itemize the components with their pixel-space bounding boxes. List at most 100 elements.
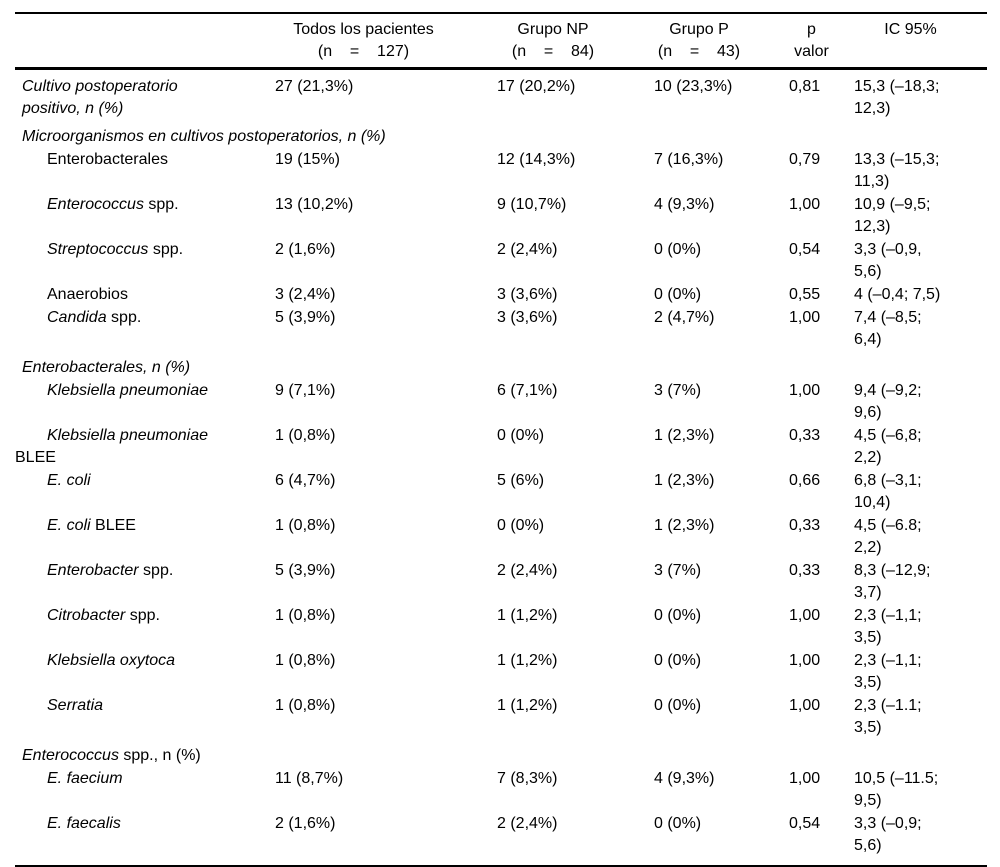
label-text: spp., n (%)	[118, 747, 201, 764]
header-todos-line2: (n = 127)	[317, 43, 410, 60]
cell-todos-los-pacientes: 1 (0,8%)	[275, 517, 336, 534]
header-p-valor-line1: p valor	[794, 21, 829, 60]
label-text: spp.	[138, 562, 174, 579]
cell-ic-95: 3,3 (–0,9, 5,6)	[854, 241, 922, 280]
table-row: Streptococcus spp. 2 (1,6%) 2 (2,4%) 0 (0%)…	[15, 239, 987, 284]
cell-ic-95: 2,3 (–1,1; 3,5)	[854, 652, 922, 691]
table-row: Enterococcus spp. 13 (10,2%) 9 (10,7%) 4 (9…	[15, 194, 987, 239]
label-text-italic: Enterococcus	[47, 196, 144, 213]
cell-todos-los-pacientes: 3 (2,4%)	[275, 286, 336, 303]
cell-p-valor: 1,00	[789, 196, 821, 213]
cell-p-valor: 1,00	[789, 382, 821, 399]
cell-ic-95: 4,5 (–6,8; 2,2)	[854, 427, 922, 466]
label-text: Enterobacterales	[47, 151, 168, 168]
cell-p-valor: 0,66	[789, 472, 821, 489]
row-label: Enterobacter spp.	[15, 560, 275, 605]
row-label: Streptococcus spp.	[15, 239, 275, 284]
row-label: E. coli BLEE	[15, 515, 275, 560]
cell-todos-los-pacientes: 1 (0,8%)	[275, 652, 336, 669]
table-row: E. coli 6 (4,7%) 5 (6%) 1 (2,3%) 0,66 6,8 (–3…	[15, 470, 987, 515]
cell-todos-los-pacientes: 2 (1,6%)	[275, 815, 336, 832]
table-row: Candida spp. 5 (3,9%) 3 (3,6%) 2 (4,7%) 1,00…	[15, 307, 987, 352]
header-ic-95: IC 95%	[854, 13, 987, 70]
cell-p-valor: 0,79	[789, 151, 821, 168]
header-todos-line1: Todos los pacientes	[293, 21, 434, 38]
cell-p-valor: 1,00	[789, 770, 821, 787]
cell-grupo-np: 2 (2,4%)	[497, 241, 558, 258]
section-label: Enterobacterales, n (%)	[15, 352, 987, 380]
header-p-valor: p valor	[789, 13, 854, 70]
cell-grupo-p: 0 (0%)	[654, 697, 702, 714]
header-grupo-np-line2: (n = 84)	[511, 43, 595, 60]
label-text-italic: positivo, n (%)	[22, 100, 124, 117]
label-text-italic: Klebsiella pneumoniae	[47, 382, 208, 399]
table-row: Serratia 1 (0,8%) 1 (1,2%) 0 (0%) 1,00 2,3 (–…	[15, 695, 987, 740]
cell-ic-95: 3,3 (–0,9; 5,6)	[854, 815, 922, 854]
cell-todos-los-pacientes: 13 (10,2%)	[275, 196, 354, 213]
row-label: E. coli	[15, 470, 275, 515]
table-row: Anaerobios 3 (2,4%) 3 (3,6%) 0 (0%) 0,55 4 (–…	[15, 284, 987, 307]
label-text-italic: Klebsiella oxytoca	[47, 652, 176, 669]
cell-p-valor: 0,54	[789, 815, 821, 832]
label-text-italic: Microorganismos en cultivos postoperator…	[22, 128, 386, 145]
cell-grupo-np: 1 (1,2%)	[497, 607, 558, 624]
cell-grupo-p: 3 (7%)	[654, 382, 702, 399]
cell-todos-los-pacientes: 9 (7,1%)	[275, 382, 336, 399]
cell-grupo-p: 0 (0%)	[654, 286, 702, 303]
header-row: Todos los pacientes (n = 127) Grupo NP (…	[15, 13, 987, 70]
row-label: Enterococcus spp.	[15, 194, 275, 239]
section-label: Enterococcus spp., n (%)	[15, 740, 987, 768]
cell-p-valor: 1,00	[789, 697, 821, 714]
table-row: Enterobacter spp. 5 (3,9%) 2 (2,4%) 3 (7%) 0…	[15, 560, 987, 605]
cell-grupo-np: 2 (2,4%)	[497, 562, 558, 579]
cell-ic-95: 9,4 (–9,2; 9,6)	[854, 382, 922, 421]
label-text: BLEE	[15, 449, 56, 466]
cell-p-valor: 0,33	[789, 562, 821, 579]
cell-grupo-np: 17 (20,2%)	[497, 78, 576, 95]
cell-todos-los-pacientes: 1 (0,8%)	[275, 697, 336, 714]
row-label: Citrobacter spp.	[15, 605, 275, 650]
results-table: Todos los pacientes (n = 127) Grupo NP (…	[15, 12, 987, 867]
label-text-italic: Enterococcus	[22, 747, 119, 764]
cell-grupo-p: 0 (0%)	[654, 815, 702, 832]
section-row: Microorganismos en cultivos postoperator…	[15, 121, 987, 149]
cell-todos-los-pacientes: 27 (21,3%)	[275, 78, 354, 95]
label-text: BLEE	[90, 517, 136, 534]
table-header: Todos los pacientes (n = 127) Grupo NP (…	[15, 13, 987, 70]
cell-grupo-p: 4 (9,3%)	[654, 196, 715, 213]
header-grupo-p: Grupo P (n = 43)	[654, 13, 789, 70]
cell-p-valor: 1,00	[789, 652, 821, 669]
label-text-italic: Klebsiella pneumoniae	[47, 427, 208, 444]
table-row: Enterobacterales 19 (15%) 12 (14,3%) 7 (16,…	[15, 149, 987, 194]
cell-grupo-np: 0 (0%)	[497, 517, 545, 534]
cell-grupo-p: 1 (2,3%)	[654, 472, 715, 489]
header-grupo-np-line1: Grupo NP	[517, 21, 589, 38]
cell-grupo-np: 3 (3,6%)	[497, 309, 558, 326]
cell-todos-los-pacientes: 1 (0,8%)	[275, 607, 336, 624]
cell-p-valor: 0,54	[789, 241, 821, 258]
section-row: Enterobacterales, n (%)	[15, 352, 987, 380]
label-text-italic: Enterobacterales, n (%)	[22, 359, 191, 376]
label-text-italic: E. coli	[47, 472, 91, 489]
cell-grupo-np: 2 (2,4%)	[497, 815, 558, 832]
cell-grupo-np: 12 (14,3%)	[497, 151, 576, 168]
section-label: Microorganismos en cultivos postoperator…	[15, 121, 987, 149]
cell-ic-95: 4 (–0,4; 7,5)	[854, 286, 941, 303]
cell-p-valor: 1,00	[789, 309, 821, 326]
cell-ic-95: 4,5 (–6.8; 2,2)	[854, 517, 922, 556]
cell-grupo-np: 1 (1,2%)	[497, 652, 558, 669]
section-row: Enterococcus spp., n (%)	[15, 740, 987, 768]
row-label: Anaerobios	[15, 284, 275, 307]
label-text-italic: E. faecalis	[47, 815, 121, 832]
cell-grupo-np: 5 (6%)	[497, 472, 545, 489]
label-text: spp.	[125, 607, 160, 624]
row-label: Candida spp.	[15, 307, 275, 352]
cell-grupo-p: 4 (9,3%)	[654, 770, 715, 787]
cell-p-valor: 0,33	[789, 427, 821, 444]
row-label: Klebsiella pneumoniae BLEE	[15, 425, 275, 470]
label-text-italic: Streptococcus	[47, 241, 149, 258]
header-grupo-p-line1: Grupo P	[669, 21, 729, 38]
cell-ic-95: 13,3 (–15,3; 11,3)	[854, 151, 940, 190]
label-text-italic: E. faecium	[47, 770, 123, 787]
row-label: E. faecalis	[15, 813, 275, 866]
